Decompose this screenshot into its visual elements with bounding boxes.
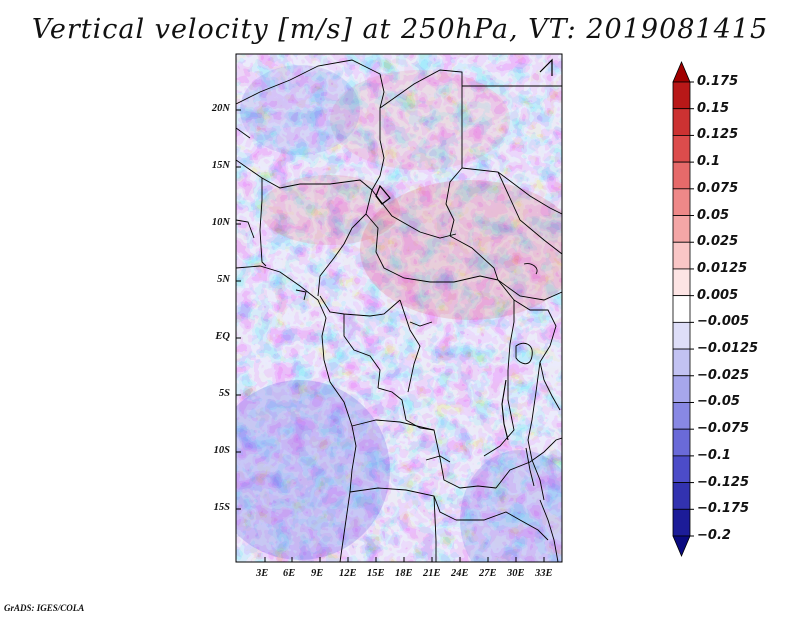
colorbar-segment	[672, 108, 691, 136]
colorbar-segment	[672, 321, 691, 350]
country-borders	[236, 58, 562, 562]
colorbar-label: 0.15	[697, 100, 730, 116]
colorbar-label: −0.005	[697, 314, 750, 330]
longitude-label: 15E	[367, 568, 385, 579]
colorbar-segment	[672, 295, 691, 323]
colorbar-label: −0.0125	[697, 341, 759, 357]
colorbar-segment	[672, 188, 691, 216]
longitude-label: 12E	[339, 568, 357, 579]
colorbar-segment	[672, 402, 691, 430]
colorbar-label: 0.005	[697, 287, 739, 303]
colorbar-segment	[672, 161, 691, 190]
colorbar-segment	[672, 268, 691, 297]
colorbar-label: −0.05	[697, 394, 740, 410]
colorbar-label: −0.2	[697, 528, 731, 543]
colorbar-segment	[672, 348, 691, 377]
colorbar-segment	[672, 535, 691, 558]
grads-credit: GrADS: IGES/COLA	[4, 603, 85, 613]
latitude-label: 5N	[217, 274, 230, 285]
colorbar-segment	[672, 508, 691, 537]
latitude-label: 15N	[211, 160, 230, 171]
latitude-label: 20N	[211, 103, 230, 114]
colorbar-label: 0.1	[697, 154, 721, 170]
colorbar-segment	[672, 135, 691, 163]
colorbar-label: −0.125	[697, 474, 750, 490]
map-frame	[235, 53, 563, 563]
longitude-label: 3E	[256, 568, 269, 579]
latitude-label: 15S	[213, 502, 230, 513]
colorbar-segment	[672, 215, 691, 243]
latitude-label: 10S	[213, 445, 230, 456]
longitude-label: 21E	[423, 568, 441, 579]
colorbar-segment	[672, 60, 691, 83]
longitude-label: 6E	[283, 568, 296, 579]
colorbar	[672, 60, 694, 558]
longitude-label: 33E	[535, 568, 553, 579]
velocity-field	[236, 54, 562, 562]
colorbar-label: −0.075	[697, 421, 750, 437]
longitude-label: 9E	[311, 568, 324, 579]
colorbar-label: 0.125	[697, 127, 739, 143]
colorbar-segment	[672, 81, 691, 110]
colorbar-label: 0.025	[697, 234, 739, 250]
longitude-label: 18E	[395, 568, 413, 579]
colorbar-label: −0.025	[697, 367, 750, 383]
colorbar-segment	[672, 482, 691, 510]
longitude-ticks	[264, 557, 545, 562]
chart-title: Vertical velocity [m/s] at 250hPa, VT: 2…	[31, 14, 769, 45]
longitude-label: 30E	[507, 568, 525, 579]
colorbar-segment	[672, 241, 691, 270]
colorbar-segment	[672, 455, 691, 483]
latitude-label: 5S	[218, 388, 230, 399]
colorbar-label: −0.175	[697, 501, 750, 517]
latitude-label: 10N	[211, 217, 230, 228]
longitude-label: 24E	[451, 568, 469, 579]
longitude-label: 27E	[479, 568, 497, 579]
colorbar-segment	[672, 428, 691, 457]
colorbar-label: 0.075	[697, 180, 739, 196]
colorbar-segment	[672, 375, 691, 403]
colorbar-label: 0.0125	[697, 260, 748, 276]
latitude-ticks	[236, 109, 241, 510]
colorbar-label: 0.175	[697, 74, 739, 89]
colorbar-label: 0.05	[697, 207, 730, 223]
latitude-label: EQ	[215, 331, 230, 342]
colorbar-label: −0.1	[697, 447, 731, 463]
